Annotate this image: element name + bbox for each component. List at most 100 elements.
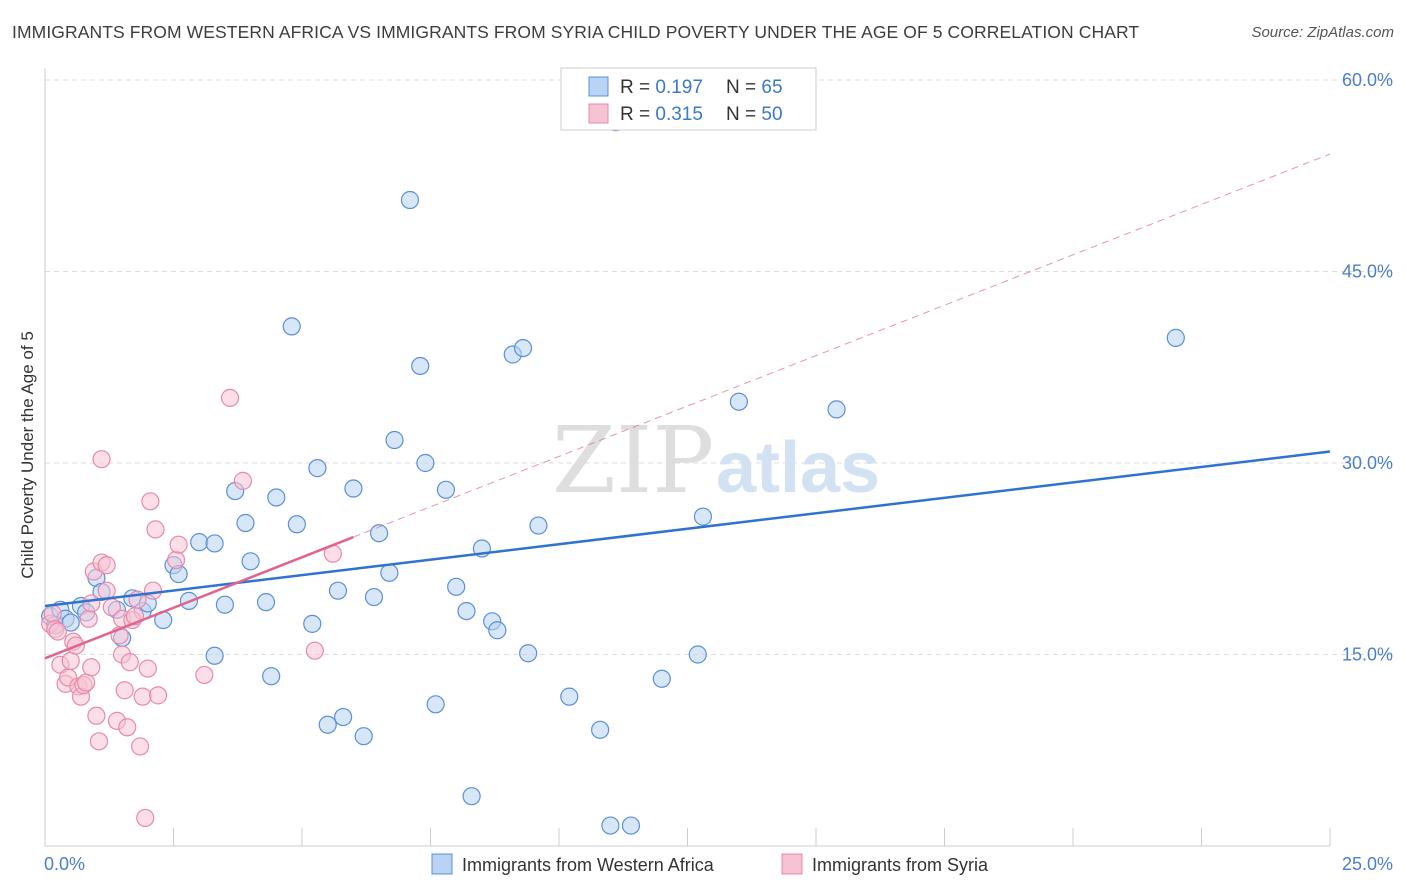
point-western-africa [318,715,337,734]
point-syria [120,653,139,672]
point-western-africa [262,667,281,686]
point-western-africa [519,644,538,663]
point-western-africa [591,720,610,739]
legend-r-value-western-africa: 0.197 [655,77,703,98]
watermark: ZIP atlas [552,407,880,514]
point-western-africa [303,614,322,633]
grid-lines [45,79,1395,655]
point-western-africa [426,695,445,714]
point-western-africa [729,392,749,411]
point-western-africa [241,552,260,571]
y-tick-label: 15.0% [1342,645,1393,665]
svg-text:R = 0.197: R = 0.197 [620,77,703,98]
point-syria [141,492,160,511]
trend-line-western-africa [44,450,1331,608]
point-syria [169,535,188,554]
point-western-africa [256,593,276,612]
point-western-africa [236,513,255,533]
point-syria [82,594,101,613]
point-syria [133,687,152,706]
point-syria [61,651,80,670]
y-tick-labels: 15.0% 30.0% 45.0% 60.0% [1342,70,1393,665]
point-syria [97,556,116,575]
point-western-africa [190,533,209,552]
point-western-africa [282,317,301,336]
point-syria [220,388,240,407]
legend-r-value-syria: 0.315 [655,104,703,125]
bottom-legend-label-western-africa: Immigrants from Western Africa [462,855,715,875]
point-western-africa [267,488,286,507]
point-syria [305,641,324,660]
point-syria [79,609,98,628]
legend-r-label-syria: R = [620,104,655,125]
point-syria [148,686,168,705]
point-western-africa [215,595,234,614]
point-western-africa [652,669,671,688]
point-syria [138,659,157,678]
point-western-africa [334,707,353,727]
svg-text:N = 65: N = 65 [726,77,783,98]
point-western-africa [370,524,389,543]
legend-n-label-syria: N = [726,104,761,125]
point-western-africa [416,453,435,473]
x-tick-labels: 0.0% 25.0% [44,854,1393,874]
point-western-africa [688,645,707,664]
chart-title: IMMIGRANTS FROM WESTERN AFRICA VS IMMIGR… [12,22,1140,42]
point-western-africa [354,727,373,746]
point-western-africa [328,581,348,600]
point-syria [77,673,96,692]
svg-text:R = 0.315: R = 0.315 [620,104,703,125]
point-syria [166,550,186,570]
point-western-africa [827,400,846,419]
point-western-africa [400,190,420,210]
legend-swatch-syria [588,103,609,124]
point-western-africa [693,507,713,526]
point-western-africa [205,646,224,665]
x-tick-label: 25.0% [1342,854,1393,874]
watermark-zip: ZIP [552,407,714,514]
point-western-africa [488,621,507,640]
point-syria [82,658,101,677]
bottom-legend-swatch-western-africa [431,853,453,875]
point-western-africa [380,563,399,582]
trend-line-syria [44,535,354,660]
watermark-atlas: atlas [716,428,880,508]
trend-line-syria-extension [353,153,1331,538]
point-western-africa [61,613,80,632]
point-western-africa [513,339,533,358]
point-syria [92,450,111,469]
point-syria [195,665,214,685]
point-western-africa [621,816,641,835]
point-syria [143,581,163,600]
chart-source: Source: ZipAtlas.com [1251,24,1394,41]
y-tick-label: 60.0% [1342,70,1393,90]
point-syria [130,737,150,756]
point-syria [89,732,109,751]
point-western-africa [529,516,548,535]
legend-r-label-western-africa: R = [620,77,655,98]
legend-n-value-western-africa: 65 [761,77,782,98]
point-western-africa [364,587,384,607]
point-syria [87,706,106,725]
bottom-legend: Immigrants from Western Africa Immigrant… [431,853,989,875]
point-western-africa [436,480,456,499]
point-western-africa [447,577,466,596]
point-western-africa [308,459,327,478]
svg-text:N = 50: N = 50 [726,104,783,125]
point-western-africa [205,534,224,553]
point-syria [115,681,134,700]
point-syria [146,520,165,539]
legend-swatch-western-africa [588,76,609,97]
point-western-africa [1166,328,1185,347]
y-tick-label: 45.0% [1342,262,1393,282]
legend-n-label-western-africa: N = [726,77,761,98]
bottom-legend-swatch-syria [781,853,803,875]
point-western-africa [344,479,363,498]
bottom-legend-label-syria: Immigrants from Syria [812,855,989,875]
point-syria [48,622,67,641]
legend: R = 0.197 N = 65 R = 0.315 N = 50 [560,67,817,131]
y-axis-title: Child Poverty Under the Age of 5 [18,331,37,579]
legend-n-value-syria: 50 [761,104,782,125]
y-tick-label: 30.0% [1342,453,1393,473]
